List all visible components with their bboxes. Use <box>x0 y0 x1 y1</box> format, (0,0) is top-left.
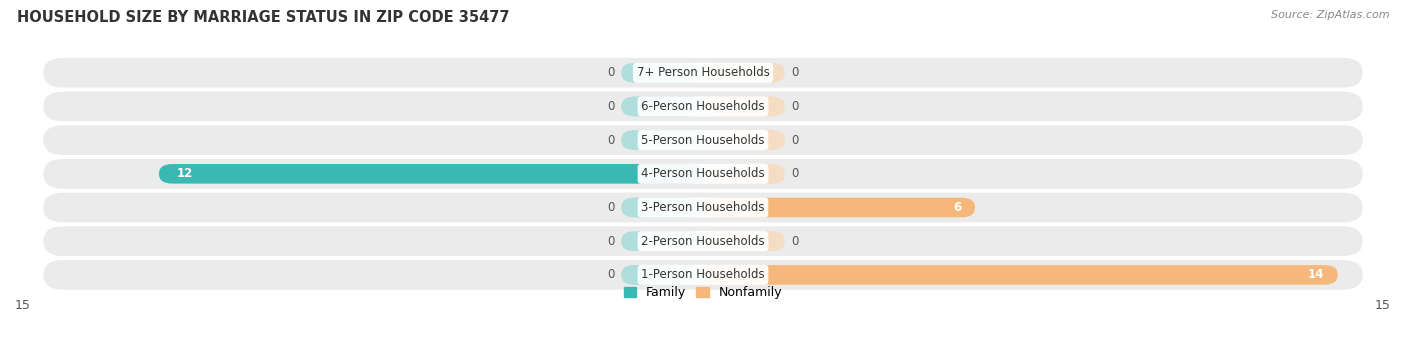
Text: 0: 0 <box>607 235 614 248</box>
FancyBboxPatch shape <box>621 232 703 251</box>
Text: 0: 0 <box>607 66 614 79</box>
FancyBboxPatch shape <box>703 63 785 83</box>
Text: 0: 0 <box>607 134 614 147</box>
FancyBboxPatch shape <box>703 265 785 285</box>
Legend: Family, Nonfamily: Family, Nonfamily <box>619 281 787 304</box>
Text: Source: ZipAtlas.com: Source: ZipAtlas.com <box>1271 10 1389 20</box>
FancyBboxPatch shape <box>621 198 703 217</box>
FancyBboxPatch shape <box>621 97 703 116</box>
FancyBboxPatch shape <box>621 130 703 150</box>
Text: 7+ Person Households: 7+ Person Households <box>637 66 769 79</box>
FancyBboxPatch shape <box>703 198 785 217</box>
FancyBboxPatch shape <box>703 164 785 183</box>
FancyBboxPatch shape <box>703 130 785 150</box>
Text: 0: 0 <box>792 100 799 113</box>
FancyBboxPatch shape <box>621 232 703 251</box>
Text: 0: 0 <box>607 268 614 281</box>
Text: 5-Person Households: 5-Person Households <box>641 134 765 147</box>
FancyBboxPatch shape <box>621 97 703 116</box>
FancyBboxPatch shape <box>159 164 703 183</box>
Text: 12: 12 <box>177 167 194 180</box>
FancyBboxPatch shape <box>703 130 785 150</box>
FancyBboxPatch shape <box>703 97 785 116</box>
Text: HOUSEHOLD SIZE BY MARRIAGE STATUS IN ZIP CODE 35477: HOUSEHOLD SIZE BY MARRIAGE STATUS IN ZIP… <box>17 10 509 25</box>
Text: 0: 0 <box>607 201 614 214</box>
FancyBboxPatch shape <box>703 63 785 83</box>
Text: 0: 0 <box>792 235 799 248</box>
FancyBboxPatch shape <box>621 130 703 150</box>
FancyBboxPatch shape <box>44 159 1362 189</box>
FancyBboxPatch shape <box>703 97 785 116</box>
Text: 4-Person Households: 4-Person Households <box>641 167 765 180</box>
FancyBboxPatch shape <box>621 63 703 83</box>
Text: 0: 0 <box>792 66 799 79</box>
Text: 6-Person Households: 6-Person Households <box>641 100 765 113</box>
FancyBboxPatch shape <box>44 226 1362 256</box>
FancyBboxPatch shape <box>621 164 703 183</box>
Text: 0: 0 <box>792 167 799 180</box>
Text: 3-Person Households: 3-Person Households <box>641 201 765 214</box>
FancyBboxPatch shape <box>621 63 703 83</box>
Text: 0: 0 <box>607 100 614 113</box>
Text: 2-Person Households: 2-Person Households <box>641 235 765 248</box>
FancyBboxPatch shape <box>621 265 703 285</box>
Text: 14: 14 <box>1308 268 1324 281</box>
Text: 6: 6 <box>953 201 962 214</box>
FancyBboxPatch shape <box>703 265 1337 285</box>
Text: 1-Person Households: 1-Person Households <box>641 268 765 281</box>
FancyBboxPatch shape <box>44 58 1362 88</box>
FancyBboxPatch shape <box>703 232 785 251</box>
FancyBboxPatch shape <box>703 198 974 217</box>
FancyBboxPatch shape <box>703 164 785 183</box>
FancyBboxPatch shape <box>44 193 1362 222</box>
FancyBboxPatch shape <box>621 265 703 285</box>
FancyBboxPatch shape <box>703 232 785 251</box>
FancyBboxPatch shape <box>44 92 1362 121</box>
FancyBboxPatch shape <box>44 260 1362 290</box>
FancyBboxPatch shape <box>621 198 703 217</box>
FancyBboxPatch shape <box>44 125 1362 155</box>
Text: 0: 0 <box>792 134 799 147</box>
